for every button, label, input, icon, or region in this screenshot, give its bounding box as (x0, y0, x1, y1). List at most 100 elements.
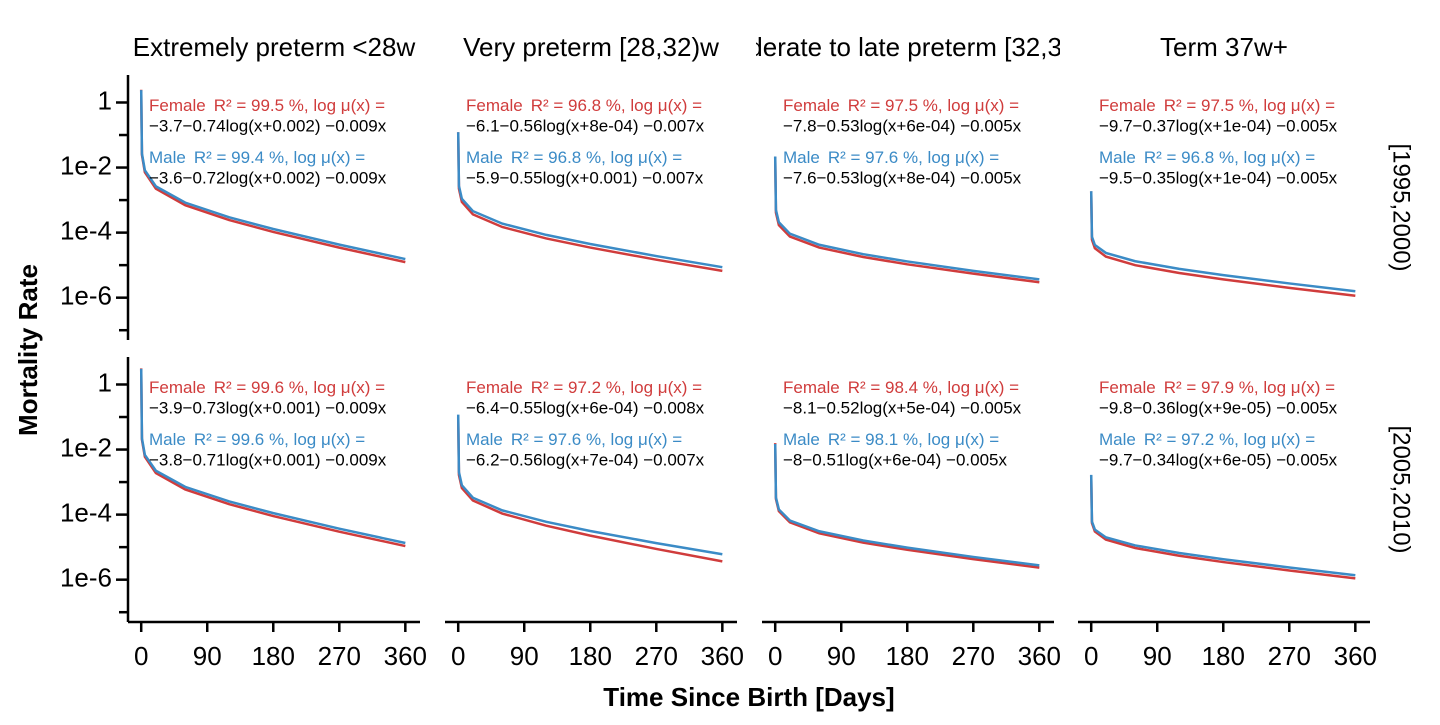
series-name: Female (466, 96, 523, 115)
series-name: Male (1099, 148, 1136, 167)
series-name: Female (466, 378, 523, 397)
x-tick-label: 270 (318, 641, 361, 671)
fit-line (1089, 191, 1356, 297)
fit-annotation: Female R² = 98.4 %, log μ(x) = (783, 378, 1019, 397)
fit-annotation: Male R² = 97.6 %, log μ(x) = (466, 430, 682, 449)
title-viewport: Very preterm [28,32)w (463, 32, 719, 62)
x-tick-label: 180 (886, 641, 929, 671)
panel-title: Term 37w+ (1160, 32, 1288, 62)
panel: Term 37w+ [1995,2000) Female R² = 97.5 %, l… (1089, 32, 1415, 297)
fit-formula-head: R² = 99.6 %, log μ(x) = (214, 378, 385, 397)
fit-annotation: Female R² = 99.5 %, log μ(x) = (149, 96, 385, 115)
fit-formula-head: R² = 97.2 %, log μ(x) = (531, 378, 702, 397)
series-name: Female (149, 378, 206, 397)
panel: 1 1e-2 1e-4 1e-6 0 90 180 270 360 Female R² = 99.6… (60, 357, 427, 671)
fit-formula: −6.1−0.56log(x+8e-04) −0.007x (466, 116, 705, 135)
fit-formula: −3.7−0.74log(x+0.002) −0.009x (149, 116, 387, 135)
x-tick-label: 0 (134, 641, 148, 671)
title-viewport: Term 37w+ (1160, 32, 1288, 62)
panel: 0 90 180 270 360 Female R² = 97.2 %, log μ(x) … (445, 378, 744, 671)
y-tick-label: 1e-4 (60, 497, 112, 527)
fit-annotation: Male R² = 98.1 %, log μ(x) = (783, 430, 999, 449)
fit-formula-head: R² = 98.1 %, log μ(x) = (828, 430, 999, 449)
fit-formula-head: R² = 97.5 %, log μ(x) = (848, 96, 1019, 115)
fit-formula-head: R² = 97.6 %, log μ(x) = (511, 430, 682, 449)
title-viewport: Moderate to late preterm [32,37)w (712, 32, 1104, 62)
series-name: Male (149, 430, 186, 449)
fit-formula-head: R² = 96.8 %, log μ(x) = (531, 96, 702, 115)
fit-formula: −3.6−0.72log(x+0.002) −0.009x (149, 168, 387, 187)
x-tick-label: 90 (510, 641, 539, 671)
panel: Moderate to late preterm [32,37)w Female R… (712, 32, 1104, 284)
y-tick-label: 1e-6 (60, 563, 112, 593)
x-tick-label: 360 (701, 641, 744, 671)
fit-formula-head: R² = 99.6 %, log μ(x) = (194, 430, 365, 449)
y-tick-label: 1e-2 (60, 432, 112, 462)
fit-formula: −6.2−0.56log(x+7e-04) −0.007x (466, 450, 705, 469)
fit-annotation: Male R² = 96.8 %, log μ(x) = (1099, 148, 1315, 167)
fit-formula-head: R² = 99.4 %, log μ(x) = (194, 148, 365, 167)
fit-annotation: Female R² = 97.2 %, log μ(x) = (466, 378, 702, 397)
series-name: Male (466, 430, 503, 449)
y-tick-label: 1e-4 (60, 215, 112, 245)
fit-line (1089, 474, 1356, 577)
series-name: Female (1099, 96, 1156, 115)
fit-line (1089, 475, 1356, 580)
fit-annotation: Male R² = 99.6 %, log μ(x) = (149, 430, 365, 449)
fit-formula: −9.5−0.35log(x+1e-04) −0.005x (1099, 168, 1338, 187)
fit-formula: −6.4−0.55log(x+6e-04) −0.008x (466, 398, 705, 417)
fit-line (139, 90, 406, 261)
series-name: Female (783, 378, 840, 397)
x-axis-label: Time Since Birth [Days] (603, 682, 894, 712)
fit-annotation: Female R² = 97.5 %, log μ(x) = (1099, 96, 1335, 115)
fit-formula: −5.9−0.55log(x+0.001) −0.007x (466, 168, 704, 187)
panel-title: Very preterm [28,32)w (463, 32, 719, 62)
x-tick-label: 90 (1143, 641, 1172, 671)
fit-annotation: Male R² = 97.2 %, log μ(x) = (1099, 430, 1315, 449)
series-name: Female (783, 96, 840, 115)
x-tick-label: 360 (1018, 641, 1061, 671)
fit-annotation: Male R² = 99.4 %, log μ(x) = (149, 148, 365, 167)
series-name: Female (149, 96, 206, 115)
fit-formula: −9.7−0.34log(x+6e-05) −0.005x (1099, 450, 1338, 469)
x-tick-label: 270 (635, 641, 678, 671)
fit-formula: −9.8−0.36log(x+9e-05) −0.005x (1099, 398, 1338, 417)
fit-line (1089, 191, 1356, 293)
panel-title: Extremely preterm <28w (133, 32, 416, 62)
fit-annotation: Female R² = 99.6 %, log μ(x) = (149, 378, 385, 397)
panel-title: Moderate to late preterm [32,37)w (712, 32, 1104, 62)
x-tick-label: 0 (1084, 641, 1098, 671)
fit-formula-head: R² = 97.9 %, log μ(x) = (1164, 378, 1335, 397)
x-tick-label: 90 (193, 641, 222, 671)
fit-formula: −7.6−0.53log(x+8e-04) −0.005x (783, 168, 1022, 187)
fit-formula-head: R² = 96.8 %, log μ(x) = (1144, 148, 1315, 167)
title-viewport: Extremely preterm <28w (133, 32, 416, 62)
y-tick-label: 1e-6 (60, 281, 112, 311)
x-tick-label: 0 (768, 641, 782, 671)
series-name: Male (466, 148, 503, 167)
fit-formula: −8−0.51log(x+6e-04) −0.005x (783, 450, 1008, 469)
fit-formula-head: R² = 97.6 %, log μ(x) = (828, 148, 999, 167)
x-tick-label: 0 (451, 641, 465, 671)
x-tick-label: 180 (1202, 641, 1245, 671)
fit-line (773, 156, 1040, 281)
x-tick-label: 180 (569, 641, 612, 671)
y-tick-label: 1e-2 (60, 150, 112, 180)
row-label: [1995,2000) (1388, 143, 1415, 271)
fit-line (456, 414, 723, 556)
series-name: Male (783, 430, 820, 449)
series-name: Male (1099, 430, 1136, 449)
x-tick-label: 360 (384, 641, 427, 671)
panel: Extremely preterm <28w 1 1e-2 1e-4 1e-6 Femal… (60, 32, 416, 340)
fit-formula: −8.1−0.52log(x+5e-04) −0.005x (783, 398, 1022, 417)
series-name: Male (783, 148, 820, 167)
fit-formula: −9.7−0.37log(x+1e-04) −0.005x (1099, 116, 1338, 135)
fit-formula: −3.9−0.73log(x+0.001) −0.009x (149, 398, 387, 417)
x-tick-label: 180 (252, 641, 295, 671)
fit-line (773, 443, 1040, 567)
fit-annotation: Female R² = 97.5 %, log μ(x) = (783, 96, 1019, 115)
fit-formula-head: R² = 97.2 %, log μ(x) = (1144, 430, 1315, 449)
fit-formula: −7.8−0.53log(x+6e-04) −0.005x (783, 116, 1022, 135)
row-label: [2005,2010) (1388, 425, 1415, 553)
